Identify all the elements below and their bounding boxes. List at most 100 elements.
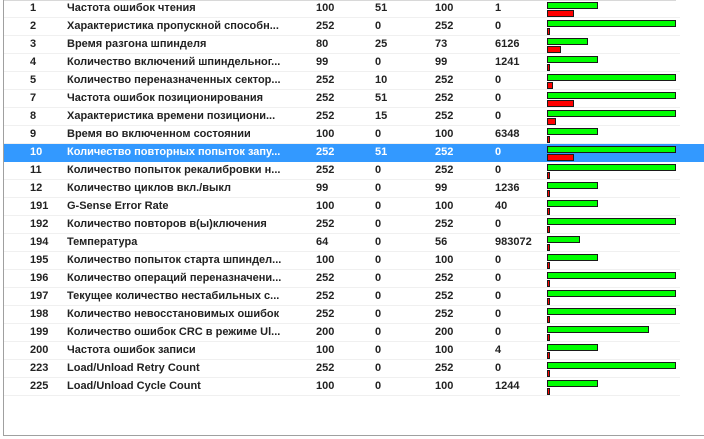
threshold-value: 0: [375, 254, 382, 266]
attribute-name: Характеристика времени позициони...: [67, 110, 276, 122]
current-value-bar: [547, 200, 598, 207]
table-row[interactable]: 197 Текущее количество нестабильных с... 2…: [4, 288, 680, 306]
current-value-bar: [547, 236, 580, 243]
header-divider: [4, 0, 676, 1]
current-value-bar: [547, 164, 676, 171]
raw-value: 0: [495, 326, 502, 338]
attribute-name: Температура: [67, 236, 138, 248]
raw-value: 0: [495, 146, 502, 158]
table-row[interactable]: 195 Количество попыток старта шпиндел... 1…: [4, 252, 680, 270]
table-row[interactable]: 194 Температура 64 0 56 983072: [4, 234, 680, 252]
current-value-bar: [547, 326, 649, 333]
worst-value: 252: [435, 290, 454, 302]
threshold-value: 0: [375, 344, 382, 356]
threshold-bar: [547, 64, 550, 71]
worst-value: 100: [435, 2, 454, 14]
attribute-id: 195: [30, 254, 49, 266]
worst-value: 252: [435, 146, 454, 158]
current-value-bar: [547, 362, 676, 369]
current-value-bar: [547, 308, 676, 315]
attribute-id: 8: [30, 110, 37, 122]
table-row[interactable]: 192 Количество повторов в(ы)ключения 252 0 2…: [4, 216, 680, 234]
current-value-bar: [547, 182, 598, 189]
current-value-bar: [547, 146, 676, 153]
raw-value: 983072: [495, 236, 532, 248]
threshold-value: 0: [375, 182, 382, 194]
attribute-name: Load/Unload Retry Count: [67, 362, 200, 374]
table-row[interactable]: 12 Количество циклов вкл./выкл 99 0 99 1236: [4, 180, 680, 198]
attribute-id: 191: [30, 200, 49, 212]
worst-value: 252: [435, 92, 454, 104]
current-value: 100: [316, 344, 335, 356]
current-value-bar: [547, 74, 676, 81]
table-row[interactable]: 196 Количество операций переназначени... 2…: [4, 270, 680, 288]
table-row[interactable]: 11 Количество попыток рекалибровки н... 25…: [4, 162, 680, 180]
worst-value: 252: [435, 218, 454, 230]
attribute-id: 7: [30, 92, 37, 104]
table-row[interactable]: 198 Количество невосстановимых ошибок 252 0…: [4, 306, 680, 324]
threshold-value: 0: [375, 128, 382, 140]
threshold-bar: [547, 208, 550, 215]
current-value-bar: [547, 2, 598, 9]
table-row[interactable]: 4 Количество включений шпиндельног... 99 0 9…: [4, 54, 680, 72]
attribute-name: Количество попыток старта шпиндел...: [67, 254, 282, 266]
current-value: 64: [316, 236, 329, 248]
attribute-name: Время разгона шпинделя: [67, 38, 207, 50]
attribute-id: 2: [30, 20, 37, 32]
worst-value: 252: [435, 74, 454, 86]
table-row[interactable]: 199 Количество ошибок CRC в режиме Ul... 2…: [4, 324, 680, 342]
threshold-bar: [547, 280, 550, 287]
table-row[interactable]: 7 Частота ошибок позиционирования 252 51 252…: [4, 90, 680, 108]
attribute-id: 199: [30, 326, 49, 338]
table-row[interactable]: 2 Характеристика пропускной способн... 252…: [4, 18, 680, 36]
current-value-bar: [547, 128, 598, 135]
threshold-bar: [547, 334, 550, 341]
threshold-value: 0: [375, 20, 382, 32]
raw-value: 6348: [495, 128, 520, 140]
threshold-value: 0: [375, 362, 382, 374]
raw-value: 1: [495, 2, 502, 14]
table-row[interactable]: 191 G-Sense Error Rate 100 0 100 40: [4, 198, 680, 216]
current-value: 252: [316, 74, 335, 86]
table-row[interactable]: 9 Время во включенном состоянии 100 0 100 634…: [4, 126, 680, 144]
threshold-value: 51: [375, 2, 388, 14]
threshold-value: 0: [375, 308, 382, 320]
smart-table-body: 1 Частота ошибок чтения 100 51 100 1 2 Характер…: [4, 0, 704, 396]
raw-value: 6126: [495, 38, 520, 50]
current-value: 100: [316, 200, 335, 212]
current-value: 200: [316, 326, 335, 338]
table-row[interactable]: 8 Характеристика времени позициони... 252 1…: [4, 108, 680, 126]
table-row[interactable]: 200 Частота ошибок записи 100 0 100 4: [4, 342, 680, 360]
table-row[interactable]: 223 Load/Unload Retry Count 252 0 252 0: [4, 360, 680, 378]
threshold-bar: [547, 100, 574, 107]
attribute-id: 12: [30, 182, 43, 194]
worst-value: 252: [435, 110, 454, 122]
attribute-id: 198: [30, 308, 49, 320]
table-row[interactable]: 225 Load/Unload Cycle Count 100 0 100 1244: [4, 378, 680, 396]
raw-value: 0: [495, 20, 502, 32]
table-row[interactable]: 3 Время разгона шпинделя 80 25 73 6126: [4, 36, 680, 54]
worst-value: 200: [435, 326, 454, 338]
current-value-bar: [547, 218, 676, 225]
attribute-id: 5: [30, 74, 37, 86]
current-value: 252: [316, 110, 335, 122]
table-row[interactable]: 5 Количество переназначенных сектор... 252…: [4, 72, 680, 90]
attribute-id: 223: [30, 362, 49, 374]
raw-value: 1244: [495, 380, 520, 392]
attribute-name: Количество операций переназначени...: [67, 272, 282, 284]
attribute-id: 11: [30, 164, 42, 176]
current-value: 252: [316, 92, 335, 104]
threshold-value: 0: [375, 236, 382, 248]
worst-value: 100: [435, 200, 454, 212]
attribute-name: Количество переназначенных сектор...: [67, 74, 281, 86]
threshold-value: 0: [375, 200, 382, 212]
threshold-value: 0: [375, 272, 382, 284]
table-row[interactable]: 10 Количество повторных попыток запу... 25…: [4, 144, 704, 162]
attribute-id: 200: [30, 344, 49, 356]
raw-value: 0: [495, 110, 502, 122]
attribute-name: Количество попыток рекалибровки н...: [67, 164, 281, 176]
attribute-name: Частота ошибок позиционирования: [67, 92, 264, 104]
table-row[interactable]: 1 Частота ошибок чтения 100 51 100 1: [4, 0, 680, 18]
current-value: 80: [316, 38, 329, 50]
raw-value: 1241: [495, 56, 520, 68]
